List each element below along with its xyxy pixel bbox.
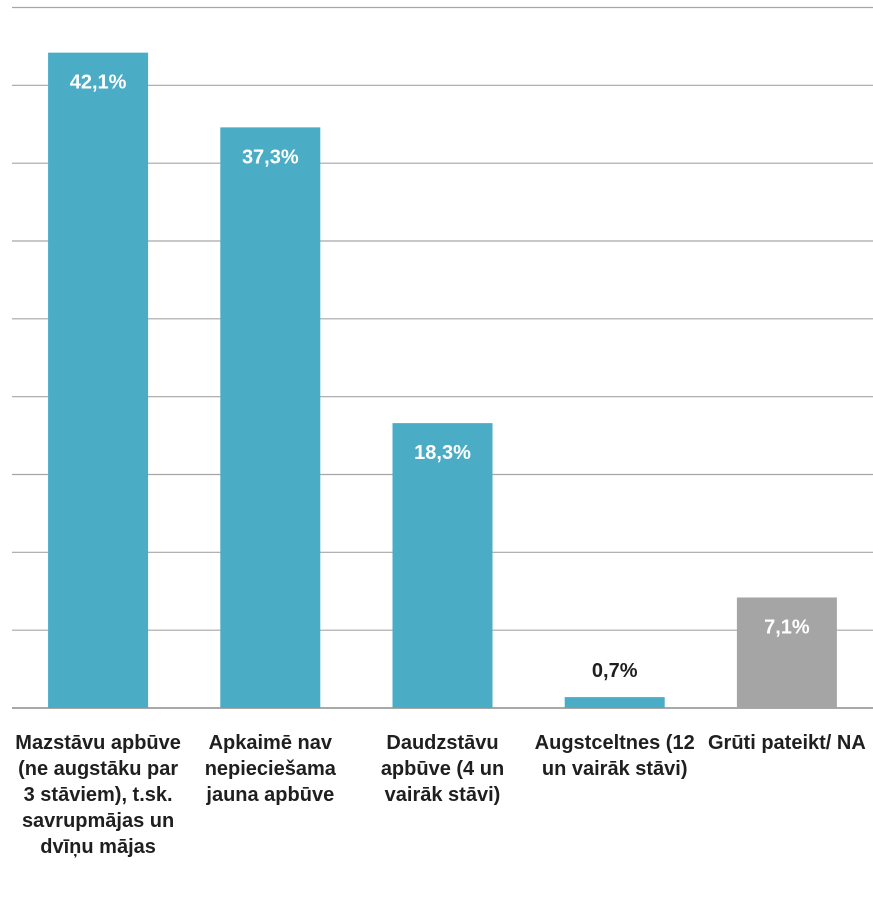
bar [392,423,493,708]
bar [48,52,149,709]
data-label: 7,1% [764,616,810,638]
data-label: 42,1% [70,72,127,94]
bar [736,597,837,708]
category-label: Apkaimē nav nepieciešama jauna apbūve [204,732,336,806]
data-label: 0,7% [592,660,638,682]
bar [220,127,321,708]
data-label: 37,3% [242,146,299,168]
category-label: Mazstāvu apbūve (ne augstāku par 3 stāvi… [15,732,181,858]
data-label: 18,3% [414,442,471,464]
category-label: Daudzstāvu apbūve (4 un vairāk stāvi) [380,732,505,806]
category-label: Grūti pateikt/ NA [707,732,866,754]
gridlines [12,6,873,709]
bar [564,697,665,708]
value-labels: 42,1% 37,3% 18,3% 0,7% 7,1% [70,72,810,682]
bars [48,52,837,709]
category-label: Augstceltnes (12 un vairāk stāvi) [534,732,695,780]
